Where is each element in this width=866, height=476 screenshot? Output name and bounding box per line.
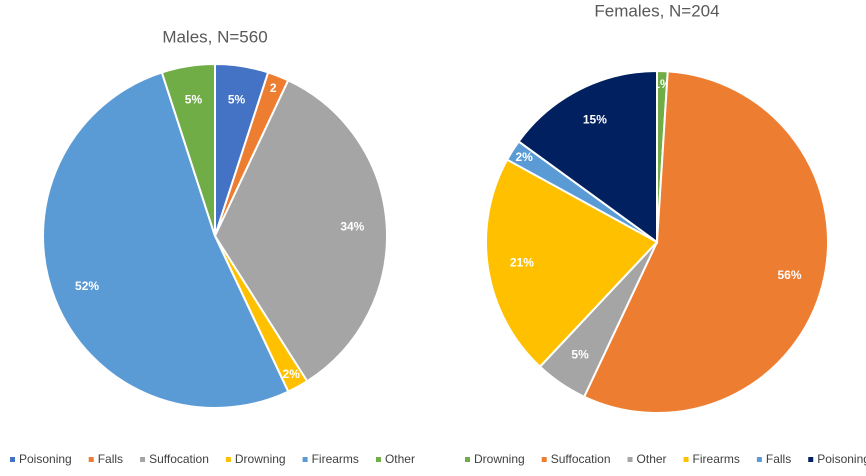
pie-slice [160,62,216,237]
legend-label: Drowning [474,452,525,466]
legend-marker [808,457,814,462]
legend-marker [140,457,146,462]
data-label: 34% [340,220,364,234]
legend-label: Poisoning [817,452,866,466]
legend-label: Firearms [312,452,359,466]
pie-slice [582,70,830,414]
legend-marker [375,457,381,462]
data-label: 5% [185,92,203,106]
legend-label: Other [385,452,415,466]
data-label: 52% [75,279,99,293]
data-label: 5% [571,347,589,361]
legend-label: Firearms [693,452,740,466]
legend-label: Other [637,452,667,466]
data-label: 56% [777,268,801,282]
legend-label: Poisoning [19,452,72,466]
legend-marker [88,457,94,462]
chart-title: Females, N=204 [594,1,719,20]
legend-marker [10,457,15,462]
legend-marker [756,457,762,462]
legend-marker [465,457,470,462]
data-label: 2% [515,150,533,164]
legend-marker [627,457,633,462]
data-label: 21% [510,256,534,270]
legend-label: Suffocation [551,452,611,466]
legend-label: Drowning [235,452,286,466]
pie-slice [41,71,290,410]
data-label: 5% [228,92,246,106]
legend-marker [541,457,547,462]
legend-label: Suffocation [149,452,209,466]
pie-slice [517,69,658,244]
legend-marker [302,457,308,462]
legend-label: Falls [98,452,123,466]
legend-marker [683,457,689,462]
pie-slice [485,158,659,369]
data-label: 2% [283,367,301,381]
data-label: 2 [270,81,277,95]
legend-marker [225,457,231,462]
chart-title: Males, N=560 [162,27,267,46]
legend-label: Falls [766,452,791,466]
data-label: 15% [583,112,607,126]
pie-slice [213,79,388,383]
